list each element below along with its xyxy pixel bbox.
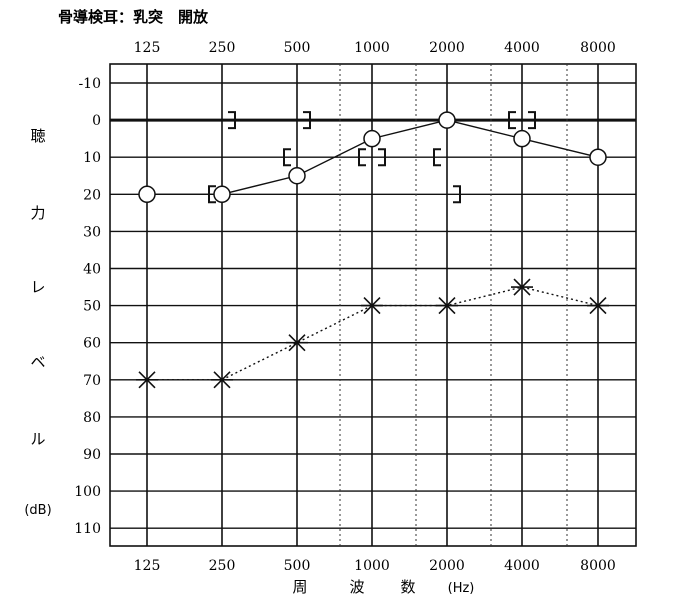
cross-marker [587, 297, 609, 315]
x-tick-label-bottom: 125 [134, 558, 161, 574]
series-bracket-left [208, 111, 516, 204]
cross-marker [211, 371, 233, 389]
x-tick-label-top: 125 [134, 40, 161, 56]
cross-marker [286, 334, 308, 352]
y-axis-label-char: ベ [30, 353, 45, 371]
y-tick-label: 90 [83, 447, 101, 463]
bracket-left-marker [208, 185, 216, 204]
circle-marker [213, 185, 231, 204]
series-cross [136, 278, 609, 389]
data-series [136, 111, 609, 389]
x-axis-unit: (Hz) [448, 581, 475, 596]
y-tick-label: 70 [83, 373, 101, 389]
x-tick-label-bottom: 8000 [580, 558, 616, 574]
circle-marker [288, 167, 306, 185]
cross-marker [511, 278, 533, 296]
y-tick-label: -10 [78, 76, 101, 92]
y-tick-label: 20 [83, 187, 101, 203]
x-tick-label-bottom: 250 [209, 558, 236, 574]
y-axis-label-char: レ [30, 278, 45, 296]
y-tick-label: 0 [92, 113, 101, 129]
bracket-right-marker [228, 111, 236, 130]
y-tick-label: 60 [83, 336, 101, 352]
y-tick-label: 40 [83, 262, 101, 278]
x-tick-label-top: 500 [284, 40, 311, 56]
series-circle [138, 111, 607, 204]
x-tick-label-bottom: 2000 [429, 558, 465, 574]
y-tick-label: 30 [83, 224, 101, 240]
bracket-right-marker [378, 148, 386, 167]
bracket-left-marker [358, 148, 366, 167]
chart-title: 骨導検耳：乳突 開放 [58, 8, 209, 26]
axis-ticks: 1251252502505005001000100020002000400040… [74, 40, 616, 574]
y-axis-unit: (dB) [24, 503, 51, 518]
x-tick-label-bottom: 4000 [504, 558, 540, 574]
bracket-right-marker [453, 185, 461, 204]
cross-marker [136, 371, 158, 389]
y-tick-label: 110 [74, 521, 101, 537]
x-axis-label-char: 数 [400, 578, 415, 596]
y-tick-label: 50 [83, 299, 101, 315]
x-axis-label-char: 波 [349, 578, 364, 596]
x-tick-label-top: 8000 [580, 40, 616, 56]
bracket-right-marker [528, 111, 536, 130]
y-tick-label: 100 [74, 484, 101, 500]
bracket-right-marker [303, 111, 311, 130]
x-tick-label-top: 2000 [429, 40, 465, 56]
bracket-left-marker [433, 148, 441, 167]
cross-marker [436, 297, 458, 315]
y-tick-label: 10 [83, 150, 101, 166]
y-axis-label-char: 聴 [30, 127, 45, 145]
circle-marker [363, 129, 381, 148]
circle-marker [438, 111, 456, 129]
cross-marker [361, 297, 383, 315]
y-axis-label-char: ル [30, 430, 45, 448]
y-axis-label-char: 力 [30, 204, 45, 222]
x-tick-label-top: 250 [209, 40, 236, 56]
series-bracket-right [228, 111, 536, 204]
x-tick-label-bottom: 500 [284, 558, 311, 574]
x-tick-label-bottom: 1000 [354, 558, 390, 574]
circle-marker [589, 148, 607, 166]
bracket-left-marker [283, 148, 291, 167]
circle-marker [513, 129, 531, 148]
y-tick-label: 80 [83, 410, 101, 426]
x-axis-label-char: 周 [292, 578, 307, 596]
x-tick-label-top: 1000 [354, 40, 390, 56]
bracket-left-marker [508, 111, 516, 130]
x-tick-label-top: 4000 [504, 40, 540, 56]
circle-marker [138, 185, 156, 204]
